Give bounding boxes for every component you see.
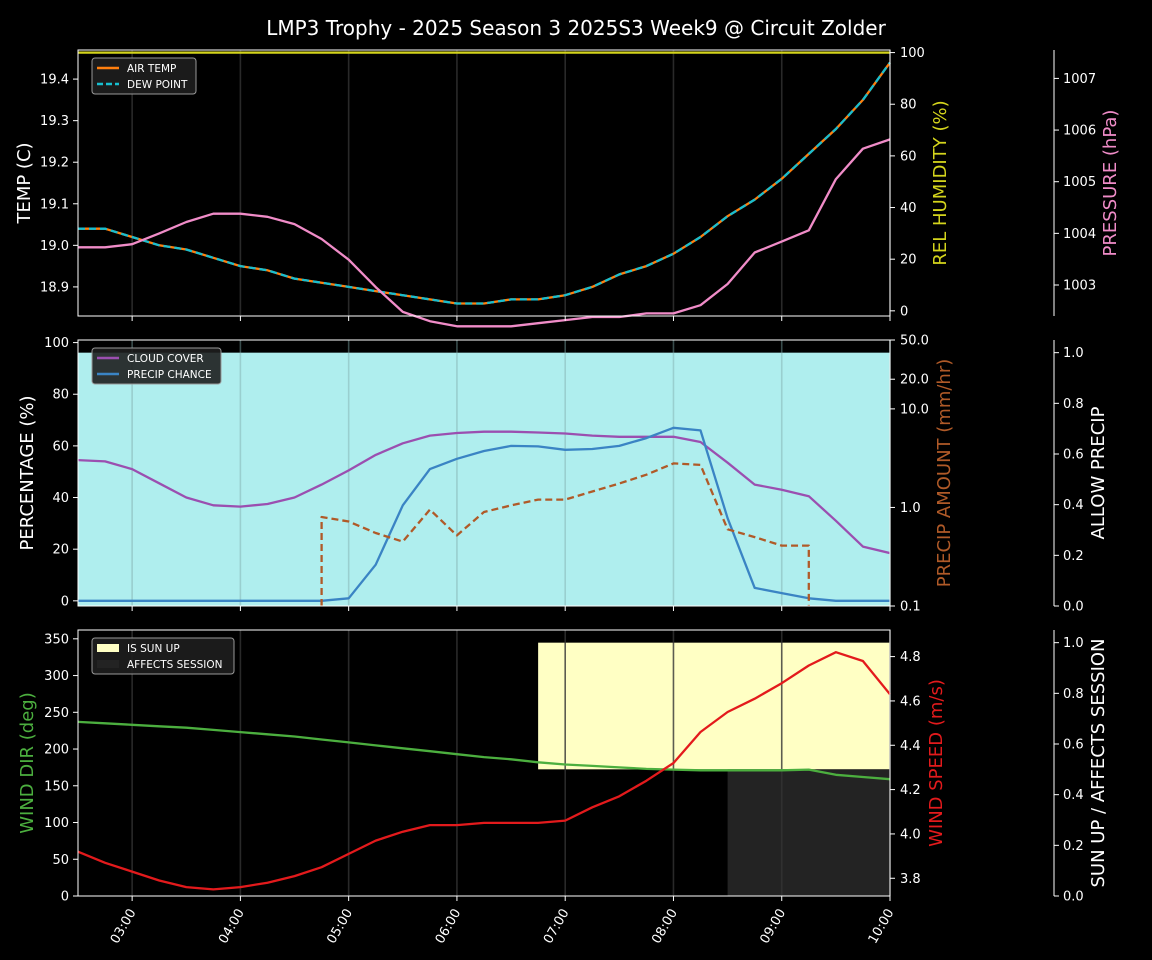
y-tick-label: 0 — [61, 890, 69, 905]
chart-title: LMP3 Trophy - 2025 Season 3 2025S3 Week9… — [266, 16, 886, 40]
legend-box — [91, 347, 222, 385]
y2-tick-label: 3.8 — [900, 872, 921, 887]
y-tick-label: 18.9 — [40, 280, 69, 295]
legend-swatch — [97, 660, 119, 668]
y2-tick-label: 50.0 — [900, 334, 929, 349]
y-tick-label: 200 — [44, 743, 69, 758]
y3-tick-label: 0.2 — [1063, 839, 1084, 854]
legend-label: PRECIP CHANCE — [127, 369, 212, 381]
y3-tick-label: 0.8 — [1063, 397, 1084, 412]
y-tick-label: 80 — [52, 388, 69, 403]
y2-tick-label: 4.2 — [900, 783, 921, 798]
y2-tick-label: 100 — [900, 46, 925, 61]
y3-tick-label: 0.8 — [1063, 687, 1084, 702]
y-tick-label: 100 — [44, 336, 69, 351]
y-axis-label: TEMP (C) — [14, 142, 35, 224]
y3-tick-label: 1006 — [1063, 124, 1096, 139]
y-tick-label: 20 — [52, 543, 69, 558]
allow-precip-area — [78, 352, 890, 606]
y2-tick-label: 4.6 — [900, 694, 921, 709]
y-tick-label: 350 — [44, 632, 69, 647]
y-tick-label: 0 — [61, 594, 69, 609]
y3-tick-label: 1.0 — [1063, 346, 1084, 361]
y-tick-label: 19.1 — [40, 197, 69, 212]
y-tick-label: 250 — [44, 706, 69, 721]
legend-label: AFFECTS SESSION — [127, 659, 223, 671]
y2-tick-label: 0.1 — [900, 600, 921, 615]
y-tick-label: 300 — [44, 669, 69, 684]
y3-tick-label: 1005 — [1063, 175, 1096, 190]
wind-speed-line — [77, 651, 891, 891]
legend: IS SUN UP AFFECTS SESSION — [91, 637, 235, 675]
y3-tick-label: 0.0 — [1063, 600, 1084, 615]
y2-axis-label: WIND SPEED (m/s) — [926, 679, 947, 847]
legend-label: IS SUN UP — [127, 643, 180, 655]
y2-tick-label: 4.0 — [900, 827, 921, 842]
y2-tick-label: 20.0 — [900, 373, 929, 388]
legend: CLOUD COVER PRECIP CHANCE — [91, 347, 222, 385]
y2-tick-label: 10.0 — [900, 402, 929, 417]
legend-label: CLOUD COVER — [127, 353, 204, 365]
y3-tick-label: 0.6 — [1063, 448, 1084, 463]
y2-tick-label: 40 — [900, 201, 917, 216]
y-axis-label: PERCENTAGE (%) — [17, 395, 38, 550]
y-tick-label: 150 — [44, 779, 69, 794]
y3-tick-label: 1003 — [1063, 279, 1096, 294]
precip-chance-line — [78, 426, 890, 602]
y-tick-label: 19.2 — [40, 156, 69, 171]
y2-tick-label: 0 — [900, 304, 908, 319]
y2-tick-label: 20 — [900, 253, 917, 268]
y3-tick-label: 0.2 — [1063, 549, 1084, 564]
panel-frame — [77, 339, 891, 607]
y3-axis-label: PRESSURE (hPa) — [1100, 110, 1121, 257]
y3-axis-label: ALLOW PRECIP — [1088, 406, 1109, 539]
sun-up-area — [538, 642, 890, 770]
y3-tick-label: 0.4 — [1063, 788, 1084, 803]
y3-tick-label: 1007 — [1063, 72, 1096, 87]
y3-axis-label: SUN UP / AFFECTS SESSION — [1088, 638, 1109, 887]
panel-frame — [77, 629, 891, 897]
y2-tick-label: 4.8 — [900, 650, 921, 665]
panel-frame — [77, 49, 891, 317]
legend-label: AIR TEMP — [127, 63, 176, 75]
y3-tick-label: 1004 — [1063, 227, 1096, 242]
y-tick-label: 100 — [44, 816, 69, 831]
y3-tick-label: 0.4 — [1063, 498, 1084, 513]
y2-axis-label: REL HUMIDITY (%) — [930, 100, 951, 265]
y3-tick-label: 1.0 — [1063, 636, 1084, 651]
legend: AIR TEMP DEW POINT — [91, 57, 197, 95]
y-tick-label: 40 — [52, 491, 69, 506]
y-axis-label: WIND DIR (deg) — [17, 692, 38, 834]
y3-tick-label: 0.6 — [1063, 738, 1084, 753]
pressure-line — [78, 138, 891, 328]
affects-session-area — [727, 769, 890, 896]
precip-amount-line — [320, 462, 810, 606]
y-tick-label: 19.4 — [40, 73, 69, 88]
y-tick-label: 60 — [52, 439, 69, 454]
y2-tick-label: 4.4 — [900, 739, 921, 754]
y2-tick-label: 1.0 — [900, 501, 921, 516]
y2-tick-label: 60 — [900, 149, 917, 164]
y-tick-label: 19.0 — [40, 239, 69, 254]
wind-dir-line — [77, 720, 891, 781]
y2-axis-label: PRECIP AMOUNT (mm/hr) — [934, 359, 955, 588]
cloud-cover-line — [77, 430, 891, 555]
y-tick-label: 19.3 — [40, 114, 69, 129]
y3-tick-label: 0.0 — [1063, 890, 1084, 905]
legend-swatch — [97, 644, 119, 652]
legend-box — [91, 637, 235, 675]
y-tick-label: 50 — [52, 853, 69, 868]
dew-point-line — [78, 61, 891, 305]
legend-label: DEW POINT — [127, 79, 188, 91]
y2-tick-label: 80 — [900, 98, 917, 113]
